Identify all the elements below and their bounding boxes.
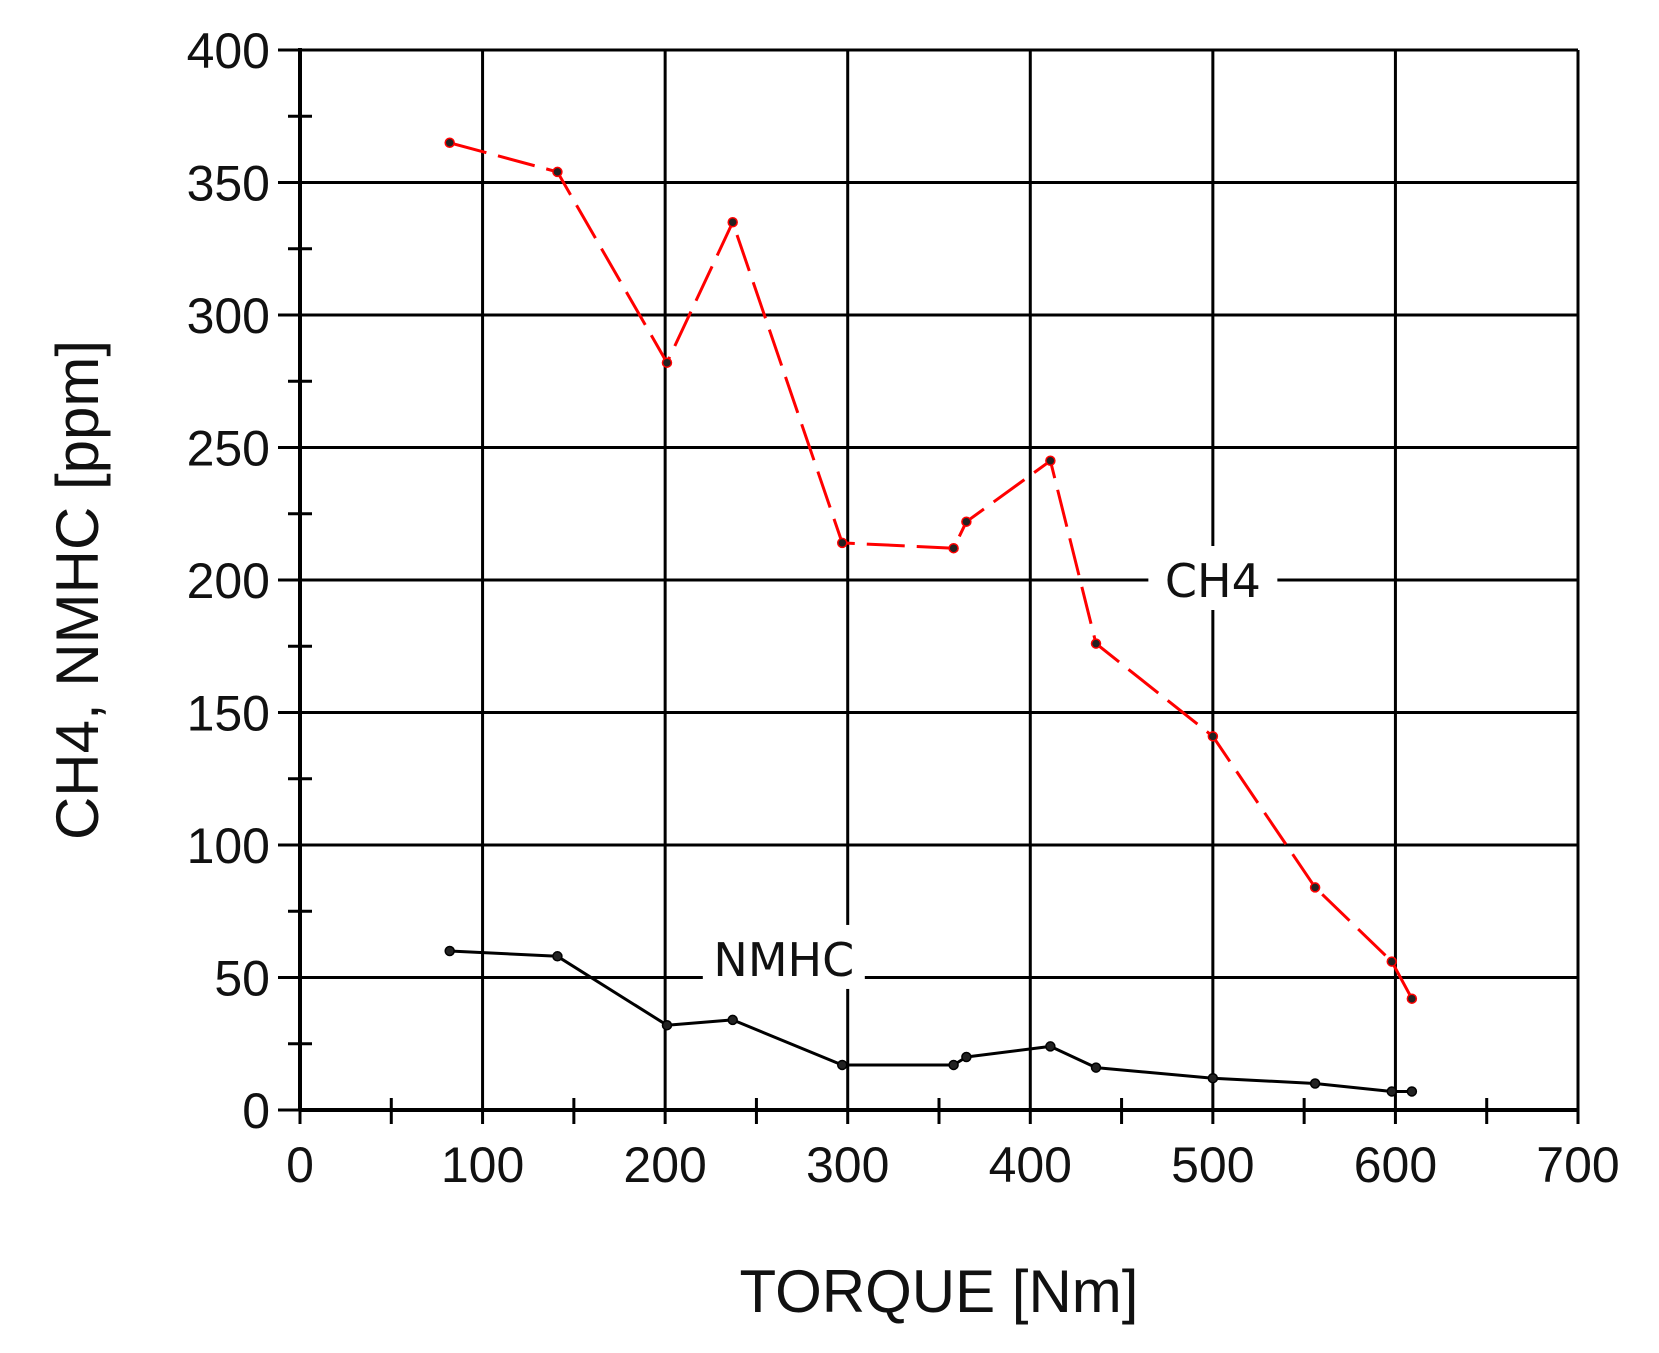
x-tick-label-500: 500 <box>1171 1137 1254 1193</box>
series-label-bg-nmhc <box>702 924 865 989</box>
data-point-nmhc-6 <box>961 1051 972 1063</box>
y-axis-title: CH4, NMHC [ppm] <box>44 340 111 840</box>
y-tick-label-250: 250 <box>187 421 270 477</box>
data-point-ch4-2 <box>661 357 673 368</box>
series-label-bg-ch4 <box>1148 546 1278 610</box>
y-tick-label-50: 50 <box>214 951 270 1007</box>
data-point-ch4-9 <box>1207 731 1219 742</box>
grid-lines <box>298 48 1580 1112</box>
data-point-ch4-12 <box>1406 993 1418 1004</box>
series-label-nmhc: NMHC <box>713 933 854 987</box>
data-point-nmhc-12 <box>1406 1086 1418 1097</box>
series-line-nmhc <box>449 949 1412 1093</box>
x-tick-label-700: 700 <box>1536 1137 1619 1193</box>
data-point-ch4-5 <box>948 542 959 554</box>
data-point-ch4-0 <box>444 137 455 148</box>
x-tick-label-600: 600 <box>1354 1137 1437 1193</box>
data-point-nmhc-10 <box>1309 1078 1321 1089</box>
data-point-ch4-8 <box>1090 638 1102 649</box>
data-point-nmhc-8 <box>1090 1062 1102 1073</box>
data-point-nmhc-9 <box>1207 1072 1219 1084</box>
data-point-nmhc-4 <box>836 1059 848 1071</box>
data-point-nmhc-5 <box>948 1059 959 1071</box>
y-tick-label-300: 300 <box>187 288 270 344</box>
x-tick-label-300: 300 <box>806 1137 889 1193</box>
data-point-nmhc-1 <box>552 951 563 962</box>
y-tick-label-150: 150 <box>187 686 270 742</box>
data-point-ch4-3 <box>727 217 738 228</box>
x-tick-label-0: 0 <box>286 1137 314 1193</box>
y-tick-label-0: 0 <box>242 1083 270 1139</box>
data-point-nmhc-0 <box>444 945 455 957</box>
data-point-ch4-6 <box>961 516 972 527</box>
x-axis-title: TORQUE [Nm] <box>740 1258 1139 1325</box>
y-tick-label-100: 100 <box>187 818 270 874</box>
data-point-ch4-10 <box>1309 882 1321 893</box>
data-point-ch4-7 <box>1045 455 1056 466</box>
data-point-ch4-4 <box>836 537 848 549</box>
data-point-nmhc-2 <box>661 1019 673 1031</box>
axes <box>278 48 1580 1124</box>
data-point-ch4-11 <box>1386 956 1398 967</box>
x-tick-label-200: 200 <box>623 1137 706 1193</box>
y-tick-label-200: 200 <box>187 553 270 609</box>
y-tick-label-350: 350 <box>187 156 270 212</box>
series-label-ch4: CH4 <box>1165 554 1261 608</box>
x-tick-label-100: 100 <box>441 1137 524 1193</box>
data-point-nmhc-11 <box>1386 1086 1398 1097</box>
data-point-nmhc-3 <box>727 1014 738 1026</box>
y-tick-label-400: 400 <box>187 23 270 79</box>
data-series <box>444 137 1418 1097</box>
data-point-ch4-1 <box>552 166 563 178</box>
data-point-nmhc-7 <box>1045 1041 1056 1052</box>
x-tick-label-400: 400 <box>989 1137 1072 1193</box>
chart-labels: 0 100 200 300 400 500 600 700 0 50 100 150 200 250 300… <box>44 23 1620 1325</box>
